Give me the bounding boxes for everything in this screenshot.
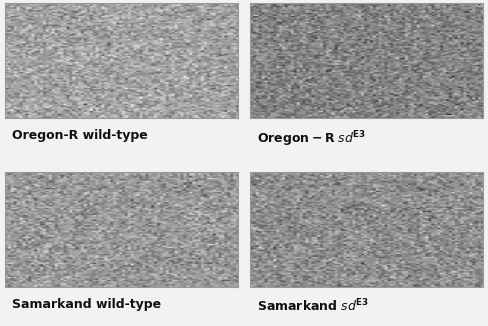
- Text: Oregon-R wild-type: Oregon-R wild-type: [12, 129, 148, 142]
- Text: $\bf{Oregon-R\ }$$\bf{\it{sd}}^{\bf{E3}}$: $\bf{Oregon-R\ }$$\bf{\it{sd}}^{\bf{E3}}…: [257, 129, 366, 149]
- Text: $\bf{Samarkand\ }$$\bf{\it{sd}}^{\bf{E3}}$: $\bf{Samarkand\ }$$\bf{\it{sd}}^{\bf{E3}…: [257, 298, 369, 314]
- Text: Samarkand wild-type: Samarkand wild-type: [12, 298, 161, 311]
